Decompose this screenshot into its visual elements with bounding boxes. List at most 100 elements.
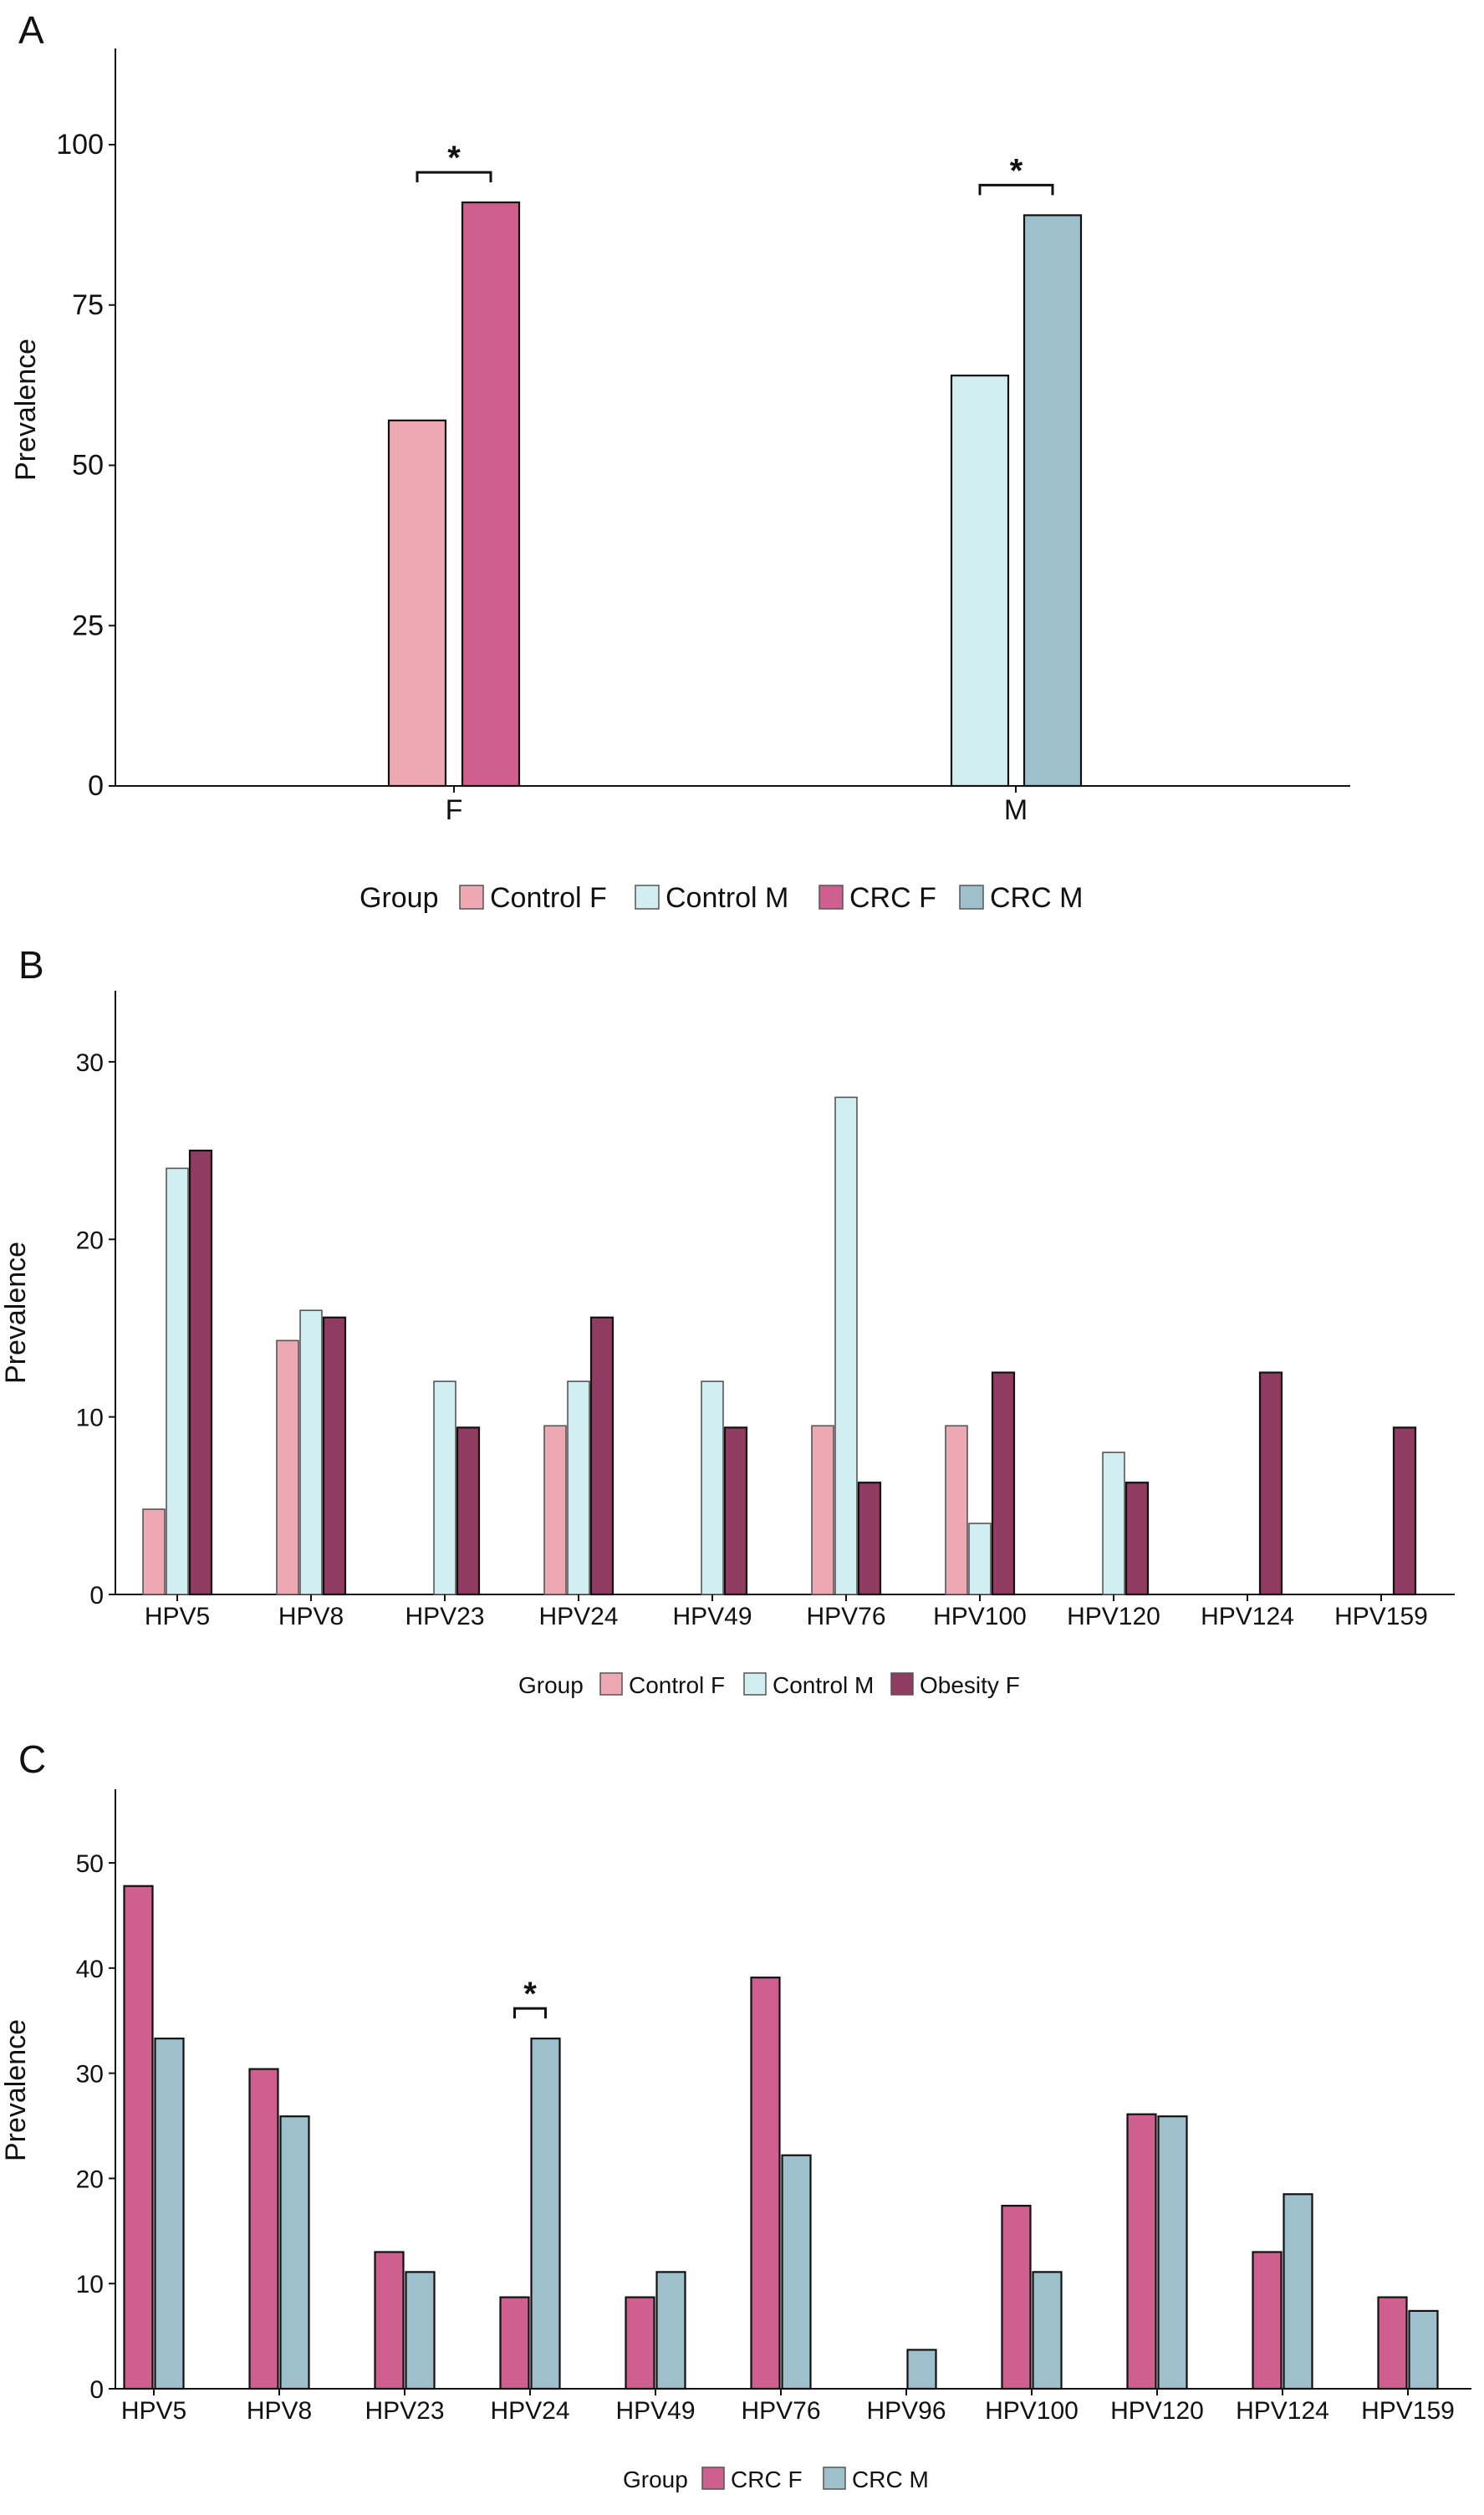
bar-hpv76-crc-f [750, 1977, 781, 2390]
y-tick-label: 75 [72, 289, 104, 321]
bar-hpv100-crc-f [1001, 2205, 1032, 2390]
x-tick-label: HPV5 [121, 2397, 186, 2425]
legend-title: Group [518, 1672, 584, 1698]
y-tick-label: 10 [76, 2271, 104, 2298]
bar-hpv124-obesity-f [1258, 1371, 1283, 1596]
significance-star: * [523, 1976, 537, 2013]
bar-hpv8-crc-f [248, 2068, 279, 2390]
legend-label: CRC M [852, 2467, 929, 2492]
panel-letter: C [18, 1737, 46, 1781]
bar-hpv159-crc-f [1377, 2296, 1408, 2390]
x-tick-label: HPV124 [1236, 2397, 1329, 2425]
legend: Group Control F Control M CRC F CRC M [360, 882, 1083, 914]
bar-hpv5-control-f [142, 1508, 166, 1595]
bar-m-crc-m [1022, 214, 1083, 788]
significance-star: * [447, 140, 461, 176]
bar-hpv96-crc-m [906, 2349, 937, 2390]
x-tick-label: HPV96 [866, 2397, 946, 2425]
x-tick-label: HPV8 [247, 2397, 312, 2425]
legend-title: Group [623, 2467, 688, 2492]
x-tick-label: HPV124 [1201, 1603, 1294, 1630]
y-tick-label: 50 [76, 1850, 104, 1878]
panel-b: B Prevalence 0 10 20 30 HPV5 HPV8 HPV23 HPV24 HPV4… [0, 943, 1455, 1698]
x-tick-label: HPV49 [672, 1603, 752, 1630]
bar-hpv8-crc-m [279, 2115, 310, 2390]
y-axis-label: Prevalence [0, 1242, 32, 1384]
x-tick-label: HPV23 [365, 2397, 444, 2425]
bar-hpv23-crc-f [374, 2251, 405, 2390]
bar-hpv24-crc-f [499, 2296, 530, 2390]
bar-hpv49-crc-f [625, 2296, 655, 2390]
y-axis-label: Prevalence [0, 2019, 32, 2161]
bar-hpv159-obesity-f [1392, 1426, 1417, 1596]
bar-hpv24-obesity-f [589, 1316, 615, 1596]
y-tick-label: 40 [76, 1956, 104, 1983]
bar-f-crc-f [461, 201, 521, 788]
bar-hpv76-obesity-f [857, 1482, 882, 1596]
legend-label: CRC F [731, 2467, 803, 2492]
legend-title: Group [360, 882, 439, 914]
x-tick-label: HPV100 [985, 2397, 1079, 2425]
y-tick-label: 10 [76, 1405, 104, 1432]
bar-hpv49-crc-m [655, 2271, 686, 2390]
bar-hpv76-control-f [811, 1425, 834, 1595]
bar-hpv124-crc-f [1252, 2251, 1283, 2390]
bar-hpv49-obesity-f [723, 1426, 748, 1596]
significance-bracket [513, 2007, 547, 2019]
significance-star: * [1010, 152, 1023, 189]
legend-label: Control F [629, 1672, 725, 1698]
bar-hpv159-crc-m [1408, 2309, 1439, 2390]
legend-swatch [818, 885, 844, 910]
legend-label: Obesity F [920, 1672, 1020, 1698]
bar-hpv120-obesity-f [1124, 1482, 1150, 1596]
y-tick-label: 25 [72, 610, 104, 641]
legend-swatch [459, 885, 484, 910]
y-tick-label: 30 [76, 1049, 104, 1077]
x-tick-label: HPV76 [741, 2397, 820, 2425]
bar-hpv5-obesity-f [188, 1150, 213, 1596]
bar-hpv100-crc-m [1032, 2271, 1063, 2390]
bar-hpv23-control-m [433, 1380, 456, 1595]
x-tick-label: HPV23 [405, 1603, 484, 1630]
bar-hpv8-control-f [276, 1339, 299, 1595]
y-tick-label: 50 [72, 450, 104, 482]
bar-hpv124-crc-m [1283, 2193, 1313, 2390]
x-tick-label: HPV159 [1361, 2397, 1455, 2425]
x-tick-label: M [1004, 794, 1028, 826]
legend-label: CRC F [849, 882, 936, 914]
legend-swatch [959, 885, 984, 910]
bar-hpv100-control-m [968, 1523, 992, 1595]
bar-hpv120-crc-m [1157, 2115, 1188, 2390]
x-tick-label: HPV24 [490, 2397, 569, 2425]
bar-hpv24-crc-m [530, 2038, 561, 2390]
bar-hpv5-crc-m [154, 2038, 185, 2390]
x-tick-label: HPV8 [278, 1603, 344, 1630]
y-tick-label: 100 [56, 129, 104, 161]
legend-label: Control F [490, 882, 607, 914]
bar-hpv120-control-m [1102, 1451, 1125, 1595]
bar-hpv24-control-m [567, 1380, 590, 1595]
x-tick-label: HPV159 [1334, 1603, 1428, 1630]
legend-swatch [890, 1672, 914, 1696]
bar-hpv5-crc-f [123, 1885, 154, 2390]
significance-bracket [978, 183, 1054, 196]
y-tick-label: 20 [76, 1227, 104, 1254]
significance-bracket [416, 171, 492, 183]
y-tick-label: 20 [76, 2166, 104, 2193]
panel-c: C Prevalence 0 10 20 30 40 50 HPV5 HPV8 HPV23 HPV24… [0, 1737, 1471, 2492]
legend-swatch [599, 1672, 623, 1696]
bar-hpv120-crc-f [1126, 2113, 1157, 2390]
legend: Group CRC F CRC M [623, 2467, 929, 2492]
legend-label: Control M [666, 882, 788, 914]
y-axis-label: Prevalence [10, 339, 42, 481]
legend: Group Control F Control M Obesity F [518, 1672, 1020, 1698]
x-tick-label: HPV100 [933, 1603, 1027, 1630]
bar-m-control-m [950, 375, 1010, 788]
x-tick-label: HPV24 [538, 1603, 618, 1630]
y-tick-label: 0 [89, 2376, 104, 2404]
legend-swatch [823, 2467, 846, 2490]
panel-a: A Prevalence 0 25 50 75 100 F M * * Group Control F C… [10, 8, 1350, 914]
bar-hpv24-control-f [543, 1425, 567, 1595]
legend-label: Control M [773, 1672, 874, 1698]
